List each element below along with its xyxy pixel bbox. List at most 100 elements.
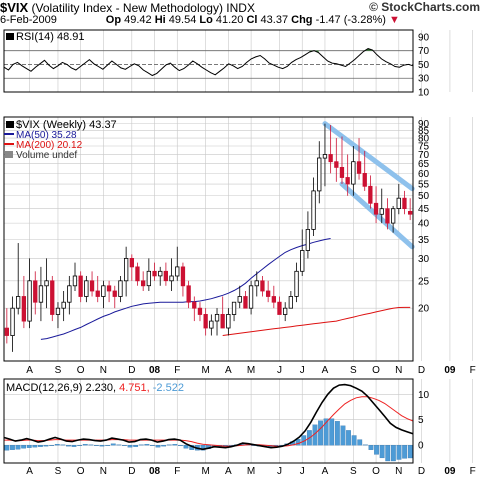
macd-histogram-bar — [385, 445, 391, 462]
candle — [146, 270, 152, 287]
candle — [15, 296, 21, 309]
candle — [379, 208, 384, 215]
x-tick-label: N — [100, 466, 107, 477]
macd-legend: MACD(12,26,9) 2.230, 4.751, -2.522 — [6, 382, 184, 394]
candle — [38, 285, 44, 303]
x-tick-label: A — [322, 466, 329, 477]
macd-histogram-bar — [94, 445, 99, 446]
rsi-overbought-fill — [363, 48, 373, 52]
macd-histogram-bar — [402, 445, 408, 459]
price-tick-label: 50 — [418, 191, 430, 202]
candle — [345, 177, 350, 185]
rsi-tick-label: 30 — [418, 74, 430, 85]
x-tick-label: F — [174, 365, 180, 376]
candle — [112, 290, 117, 297]
candle — [311, 190, 316, 230]
ma50-legend: MA(50) 35.28 — [16, 130, 77, 141]
macd-histogram-bar — [21, 445, 27, 449]
change-label: Chg — [291, 14, 313, 26]
x-tick-label: D — [128, 466, 135, 477]
macd-signal-line — [4, 396, 414, 447]
price-tick-label: 70 — [418, 150, 430, 161]
macd-histogram-bar — [49, 445, 55, 446]
candle — [260, 280, 265, 292]
macd-histogram-bar — [88, 444, 94, 446]
candle — [175, 266, 180, 277]
macd-histogram-bar — [43, 445, 49, 447]
macd-histogram-bar — [138, 444, 144, 446]
candle — [248, 285, 254, 309]
candle — [135, 266, 140, 282]
macd-histogram-bar — [166, 444, 172, 446]
rsi-frame — [3, 29, 414, 93]
candle — [180, 266, 186, 287]
macd-histogram-bar — [340, 425, 346, 446]
candle — [158, 270, 163, 277]
candle — [220, 313, 225, 329]
macd-histogram-bar — [77, 445, 83, 446]
ma200-legend: MA(200) 20.12 — [16, 140, 83, 151]
macd-histogram-bar — [116, 444, 122, 446]
date-label: 6-Feb-2009 — [0, 14, 57, 26]
macd-histogram-bar — [318, 420, 323, 446]
macd-histogram-bar — [183, 445, 189, 449]
price-tick-label: 40 — [418, 219, 430, 230]
macd-histogram-bar — [390, 445, 396, 462]
candle — [339, 166, 345, 178]
x-tick-label: A — [225, 466, 232, 477]
macd-histogram-bar — [379, 445, 385, 459]
low-label: Lo — [199, 14, 213, 26]
x-tick-label: O — [77, 365, 85, 376]
macd-line — [3, 383, 414, 451]
candle — [203, 313, 208, 329]
macd-histogram-bar — [4, 445, 10, 451]
candle — [209, 320, 214, 329]
price-tick-label: 60 — [418, 169, 430, 180]
macd-tick-label: 0 — [418, 441, 424, 452]
x-tick-label: 09 — [444, 365, 456, 376]
rsi-legend-swatch — [6, 33, 14, 40]
x-tick-label: S — [350, 466, 357, 477]
high-label: Hi — [154, 14, 166, 26]
x-tick-label: M — [201, 466, 209, 477]
exchange: INDX — [226, 1, 255, 15]
macd-histogram-bar — [133, 445, 139, 447]
macd-tick-label: 10 — [418, 390, 430, 401]
x-tick-label: F — [470, 365, 476, 376]
price-tick-label: 75 — [418, 141, 430, 152]
candle — [282, 307, 288, 315]
x-tick-label: M — [247, 365, 255, 376]
x-tick-label: N — [395, 365, 402, 376]
candle — [124, 257, 129, 282]
security-name: (Volatility Index - New Methodology) — [31, 1, 223, 15]
volume-legend: Volume undef — [16, 150, 77, 161]
candle — [231, 301, 237, 315]
price-tick-label: 85 — [418, 126, 430, 137]
macd-histogram-bar — [15, 445, 21, 450]
price-tick-label: 55 — [418, 180, 430, 191]
volume-legend-swatch — [5, 151, 13, 158]
candle — [192, 301, 197, 309]
candle — [356, 161, 362, 174]
candle — [271, 296, 277, 303]
candle — [50, 280, 55, 315]
macd-histogram-bar — [407, 445, 413, 459]
macd-histogram-bar — [26, 445, 32, 448]
candle — [118, 280, 123, 297]
ohlc-bar: 6-Feb-2009 Op 49.42 Hi 49.54 Lo 41.20 Cl… — [0, 14, 400, 27]
price-tick-label: 35 — [418, 235, 430, 246]
macd-histogram-bar — [122, 445, 127, 446]
close-value: 43.37 — [260, 14, 289, 26]
x-axis: A A S S O O N N D D 08 08 F F M M A A M M J J J J A A S S O O N N D D 09 09… — [26, 365, 475, 477]
price-tick-label: 30 — [418, 254, 430, 265]
rsi-legend: RSI(14) 48.91 — [16, 31, 84, 43]
candle — [226, 313, 231, 329]
macd-histogram-bar — [357, 439, 363, 446]
candle — [322, 154, 328, 159]
candle — [152, 270, 157, 277]
candle — [334, 161, 339, 168]
macd-histogram-bar — [10, 445, 15, 450]
macd-histogram-bar — [71, 445, 77, 447]
candle — [21, 296, 27, 322]
